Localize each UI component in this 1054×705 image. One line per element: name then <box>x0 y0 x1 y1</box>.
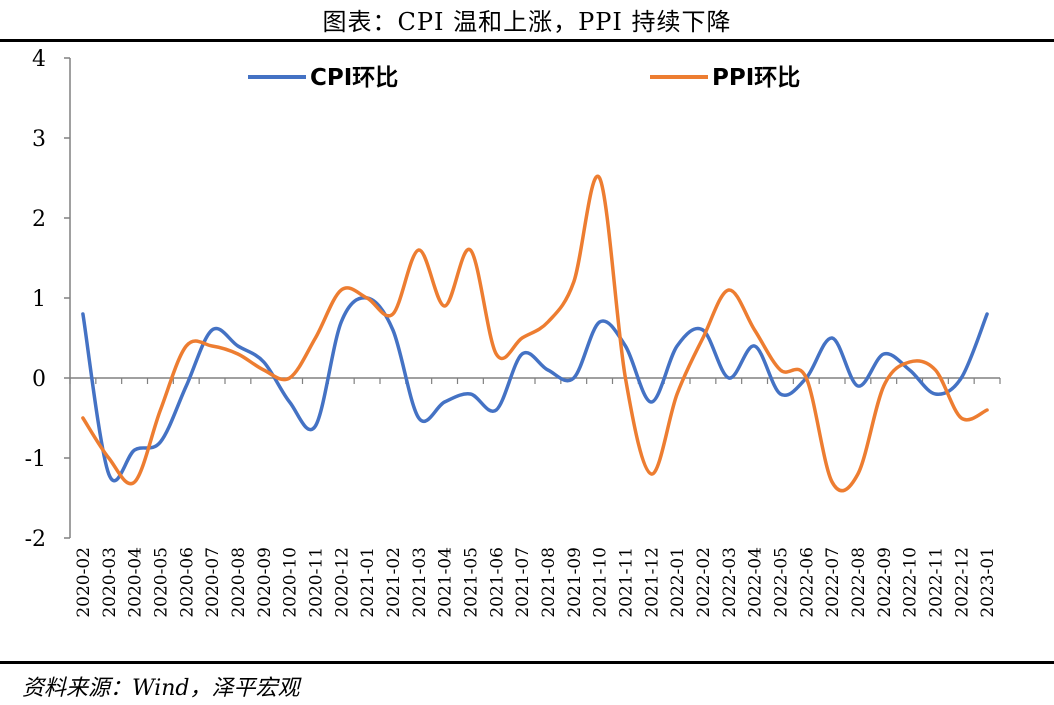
x-tick-label: 2022-12 <box>952 547 972 618</box>
ppi-legend-label: PPI环比 <box>712 65 800 91</box>
x-tick-label: 2023-01 <box>978 547 998 618</box>
cpi-legend-label: CPI环比 <box>310 65 398 91</box>
x-tick-label: 2020-03 <box>100 547 120 618</box>
y-tick-label: 1 <box>32 287 46 312</box>
y-tick-label: -2 <box>25 527 46 552</box>
axes: -2 -1 0 1 2 3 4 2020-02 2020-03 2020-04 2020-05 202… <box>25 47 1001 618</box>
x-tick-label: 2022-03 <box>720 547 740 618</box>
y-tick-label: 0 <box>32 367 46 392</box>
x-tick-label: 2021-01 <box>358 547 378 618</box>
x-tick-label: 2021-11 <box>616 547 636 618</box>
x-tick-label: 2022-04 <box>746 547 766 618</box>
x-tick-label: 2020-11 <box>306 547 326 618</box>
x-tick-label: 2021-08 <box>539 547 559 618</box>
line-chart: -2 -1 0 1 2 3 4 2020-02 2020-03 2020-04 2020-05 202… <box>25 47 1001 618</box>
x-tick-label: 2020-08 <box>229 547 249 618</box>
x-tick-label: 2021-05 <box>461 547 481 618</box>
x-tick-label: 2022-05 <box>771 547 791 618</box>
x-tick-label: 2020-12 <box>332 547 352 618</box>
x-tick-label: 2022-02 <box>694 547 714 618</box>
x-tick-label: 2021-12 <box>642 547 662 618</box>
series-group <box>81 174 989 493</box>
x-tick-label: 2021-10 <box>591 547 611 618</box>
cpi-series-line <box>81 296 989 483</box>
y-tick-label: 4 <box>32 47 46 72</box>
x-tick-label: 2022-07 <box>823 547 843 618</box>
x-tick-label: 2021-06 <box>487 547 507 618</box>
x-tick-label: 2020-02 <box>74 547 94 618</box>
legend: CPI环比 PPI环比 <box>248 65 800 91</box>
y-tick-label: 2 <box>32 207 46 232</box>
ppi-series-line <box>81 174 989 493</box>
x-tick-label: 2021-03 <box>410 547 430 618</box>
x-tick-label: 2022-11 <box>926 547 946 618</box>
x-tick-label: 2020-06 <box>177 547 197 618</box>
x-tick-label: 2022-01 <box>668 547 688 618</box>
x-tick-label: 2020-05 <box>151 547 171 618</box>
x-tick-label: 2020-10 <box>281 547 301 618</box>
x-tick-label: 2021-09 <box>565 547 585 618</box>
y-tick-label: 3 <box>32 127 46 152</box>
x-tick-label: 2022-06 <box>797 547 817 618</box>
bottom-rule <box>0 661 1054 664</box>
x-tick-label: 2022-10 <box>901 547 921 618</box>
x-tick-label: 2021-04 <box>436 547 456 618</box>
x-tick-label: 2020-09 <box>255 547 275 618</box>
x-tick-label: 2020-07 <box>203 547 223 618</box>
source-note: 资料来源：Wind，泽平宏观 <box>22 676 300 701</box>
x-tick-label: 2021-02 <box>384 547 404 618</box>
top-rule <box>0 39 1054 42</box>
x-tick-label: 2022-09 <box>875 547 895 618</box>
chart-title: 图表：CPI 温和上涨，PPI 持续下降 <box>322 8 732 36</box>
y-tick-label: -1 <box>25 447 46 472</box>
x-tick-label: 2021-07 <box>513 547 533 618</box>
x-tick-label: 2022-08 <box>849 547 869 618</box>
x-tick-label: 2020-04 <box>126 547 146 618</box>
